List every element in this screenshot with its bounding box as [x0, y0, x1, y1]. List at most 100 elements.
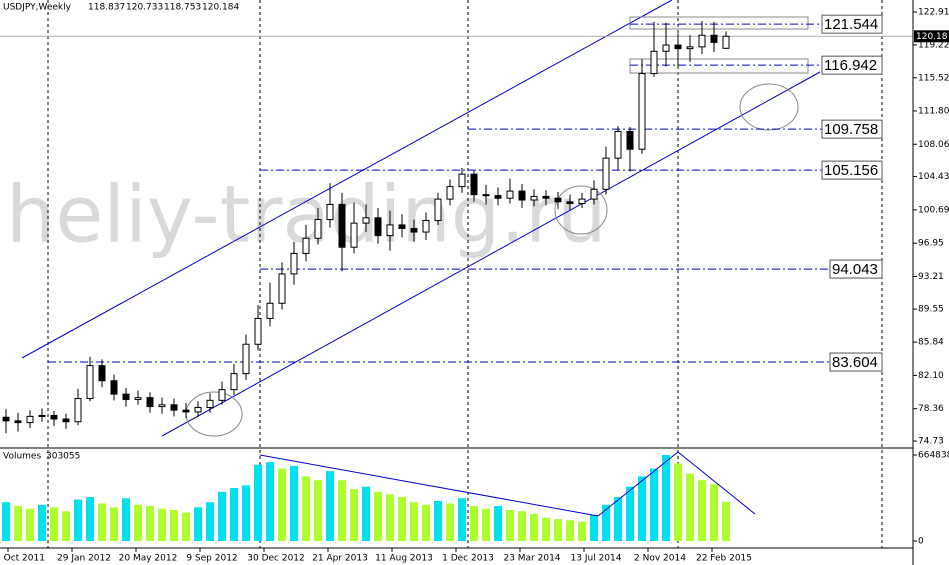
- x-tick-label: 2 Nov 2014: [634, 554, 686, 564]
- level-label: 83.604: [832, 354, 878, 371]
- level-box: [829, 352, 883, 372]
- volume-bar: [110, 507, 118, 542]
- candle-body: [242, 343, 250, 375]
- candle-body: [326, 203, 334, 221]
- v-tick-label: 664838: [918, 450, 949, 460]
- volume-bar: [122, 498, 130, 542]
- volume-bar: [302, 476, 310, 542]
- volume-bar: [62, 511, 70, 542]
- candle-body: [566, 201, 574, 205]
- candle-body: [602, 157, 610, 190]
- candle-body: [374, 217, 382, 237]
- x-tick-label: 30 Dec 2012: [247, 554, 305, 564]
- candle-body: [302, 237, 310, 254]
- level-box: [829, 259, 883, 279]
- x-tick-label: 13 Jul 2014: [571, 554, 622, 564]
- candle-body: [626, 130, 634, 150]
- volume-trend: [597, 451, 679, 517]
- y-tick-label: 96.95: [918, 239, 944, 249]
- y-tick-label: 104.43: [918, 172, 949, 182]
- y-tick-label: 74.73: [918, 437, 944, 447]
- volume-bar: [434, 500, 442, 542]
- candle-body: [350, 222, 358, 248]
- volume-last: 303055: [46, 452, 80, 462]
- last-price-box: [914, 30, 949, 43]
- volume-bar: [146, 506, 154, 542]
- vertical-lines: [47, 0, 883, 548]
- candle-body: [218, 389, 226, 401]
- volume-bar: [590, 515, 598, 542]
- volume-bar: [470, 506, 478, 542]
- candle-body: [290, 252, 298, 275]
- candle-body: [410, 227, 418, 233]
- y-tick-label: 82.10: [918, 371, 944, 381]
- volume-bar: [638, 476, 646, 542]
- volume-bar: [566, 520, 574, 542]
- level-label: 109.758: [824, 121, 878, 138]
- candle-body: [2, 416, 10, 422]
- candle-body: [230, 373, 238, 391]
- y-tick-label: 100.69: [918, 205, 949, 215]
- candle-body: [458, 173, 466, 188]
- volume-bar: [338, 480, 346, 542]
- volume-bar: [530, 513, 538, 542]
- volume-bar: [698, 480, 706, 542]
- volume-bar: [50, 507, 58, 542]
- header-high: 120.733: [126, 3, 163, 13]
- level-box: [821, 55, 883, 75]
- x-tick-label: 29 Jan 2012: [57, 554, 111, 564]
- candle-body: [122, 393, 130, 400]
- candle-body: [14, 420, 22, 424]
- candle-body: [338, 203, 346, 248]
- volume-trend: [259, 454, 599, 517]
- volume-bar: [362, 486, 370, 542]
- candle-body: [446, 186, 454, 200]
- volume-bar: [722, 501, 730, 542]
- candle-body: [710, 34, 718, 43]
- candle-body: [98, 365, 106, 382]
- y-tick-label: 85.84: [918, 338, 944, 348]
- y-tick-label: 93.21: [918, 272, 944, 282]
- zone-box: [629, 16, 809, 30]
- candle-body: [278, 273, 286, 304]
- candle-body: [494, 195, 502, 199]
- volume-bar: [182, 512, 190, 542]
- candle-body: [386, 224, 394, 237]
- header-close: 120.184: [202, 3, 239, 13]
- volume-bar: [242, 485, 250, 542]
- volume-bar: [554, 519, 562, 542]
- volume-bar: [230, 487, 238, 542]
- volume-bar: [170, 509, 178, 542]
- plot: 121.544 116.942 109.758 105.156 94.043 83.604: [0, 14, 913, 542]
- volume-bar: [158, 508, 166, 542]
- zone-box: [629, 58, 809, 74]
- candle-body: [482, 194, 490, 197]
- volume-bar: [314, 480, 322, 542]
- volume-bar: [710, 484, 718, 542]
- candle-body: [506, 190, 514, 199]
- x-tick-label: 22 Feb 2015: [696, 554, 752, 564]
- candle-body: [266, 302, 274, 319]
- volume-title: Volumes: [3, 452, 41, 462]
- candle-body: [722, 35, 730, 49]
- volume-bar: [422, 504, 430, 542]
- header-open: 118.837: [88, 3, 125, 13]
- candle-body: [650, 50, 658, 75]
- level-box: [821, 14, 883, 34]
- x-tick-label: 9 Sep 2012: [186, 554, 237, 564]
- header-low: 118.753: [164, 3, 201, 13]
- candle-body: [398, 224, 406, 229]
- volume-bar: [614, 497, 622, 542]
- volume-bar: [650, 468, 658, 542]
- x-tick-label: 11 Aug 2013: [375, 554, 433, 564]
- candle-body: [434, 198, 442, 221]
- candle-body: [74, 398, 82, 423]
- volume-bar: [602, 504, 610, 542]
- candle-body: [26, 415, 34, 424]
- volume-bar: [98, 503, 106, 542]
- volume-bar: [662, 454, 670, 542]
- candle-body: [590, 188, 598, 200]
- candle-body: [554, 197, 562, 203]
- volume-bar: [2, 502, 10, 542]
